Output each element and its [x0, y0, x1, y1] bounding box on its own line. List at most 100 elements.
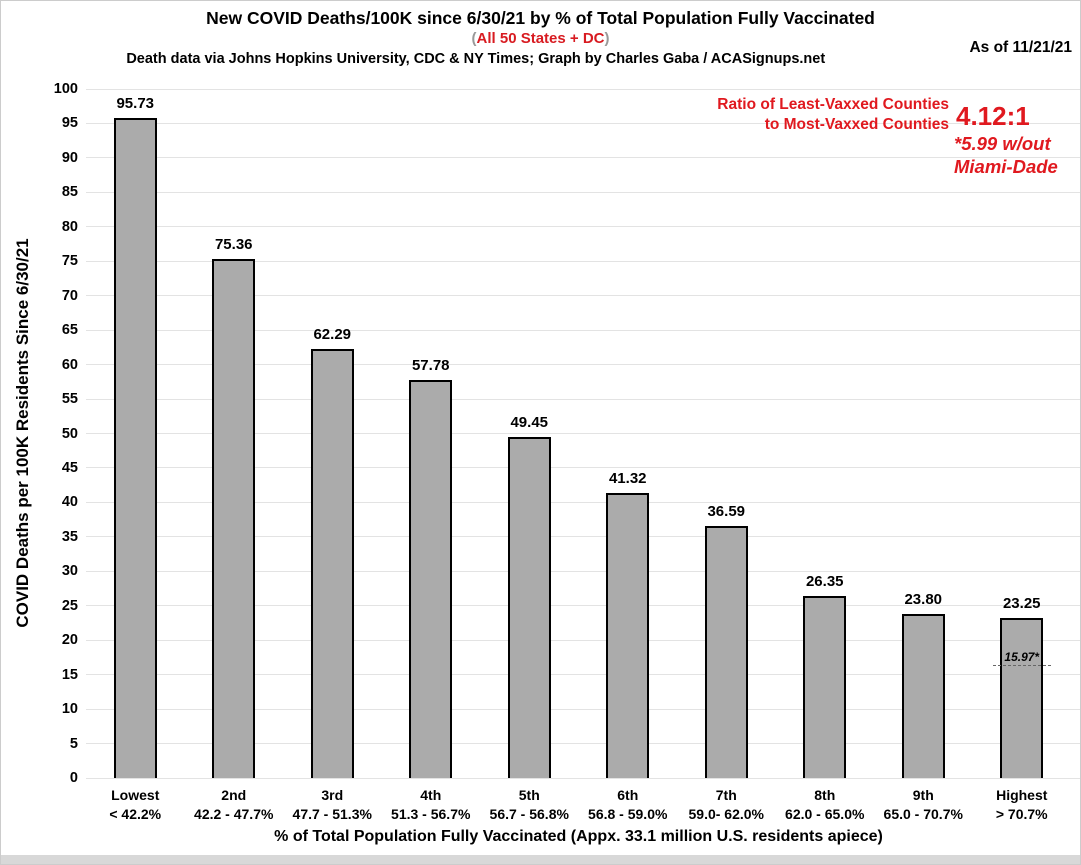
- page-subtitle: (All 50 States + DC): [1, 30, 1080, 47]
- bar-value-label: 36.59: [707, 502, 746, 520]
- x-category-name: Lowest: [111, 787, 160, 803]
- gridline: [86, 639, 1080, 641]
- x-category-name: 5th: [518, 787, 540, 803]
- y-axis-tick-label: 0: [69, 770, 78, 786]
- y-axis-tick-label: 75: [61, 253, 78, 270]
- x-category-name: 9th: [912, 787, 934, 803]
- bar-value-label: 62.29: [313, 325, 352, 343]
- inner-bar-annotation: 15.97*: [992, 650, 1051, 666]
- bar-lowest: [113, 118, 157, 778]
- y-axis-tick-label: 90: [61, 149, 78, 166]
- gridline: [86, 743, 1080, 745]
- x-category-range: 56.8 - 59.0%: [588, 806, 668, 822]
- y-axis-tick-label: 35: [61, 528, 78, 545]
- ratio-annotation-value: 4.12:1: [956, 101, 1030, 131]
- x-category-range: 62.0 - 65.0%: [785, 806, 865, 822]
- y-axis-tick-label: 50: [61, 425, 78, 442]
- x-category-label: 8th 62.0 - 65.0%: [776, 786, 875, 824]
- gridline: [86, 398, 1080, 400]
- gridline: [86, 433, 1080, 434]
- gridline: [86, 605, 1080, 607]
- bar-5th: [507, 437, 551, 778]
- bar-3rd: [310, 348, 354, 778]
- gridline: [86, 536, 1080, 538]
- y-axis-tick-label: 60: [61, 356, 78, 373]
- x-category-label: 9th 65.0 - 70.7%: [874, 786, 973, 824]
- x-category-range: 59.0- 62.0%: [688, 806, 765, 822]
- bar-6th: [606, 493, 650, 778]
- ratio-annotation-note-line2: Miami-Dade: [954, 155, 1058, 177]
- x-category-label: Lowest < 42.2%: [86, 786, 185, 824]
- y-axis-tick-label: 85: [61, 184, 78, 201]
- y-axis-tick-label: 95: [61, 115, 78, 132]
- bar-highest: [1000, 617, 1044, 778]
- window-bottom-strip: [1, 855, 1080, 864]
- ratio-annotation-label-line2: to Most-Vaxxed Counties: [764, 115, 949, 133]
- x-category-range: < 42.2%: [109, 806, 162, 822]
- bar-2nd: [212, 258, 256, 778]
- x-category-range: 56.7 - 56.8%: [489, 806, 569, 822]
- x-category-label: 3rd 47.7 - 51.3%: [283, 786, 382, 824]
- y-axis-tick-label: 25: [61, 597, 78, 614]
- gridline: [86, 708, 1080, 710]
- y-axis-tick-label: 65: [61, 322, 78, 339]
- ratio-annotation-note: *5.99 w/out Miami-Dade: [954, 133, 1058, 178]
- as-of-date: As of 11/21/21: [969, 39, 1072, 56]
- bar-7th: [704, 525, 748, 778]
- x-category-range: 65.0 - 70.7%: [883, 806, 963, 822]
- gridline: [86, 674, 1080, 676]
- bar-value-label: 41.32: [608, 470, 647, 488]
- y-axis-tick-label: 30: [61, 563, 78, 580]
- subtitle-close-paren: ): [604, 30, 610, 47]
- subtitle-open-paren: (: [471, 30, 477, 47]
- x-category-range: 51.3 - 56.7%: [391, 806, 471, 822]
- x-category-name: 4th: [420, 787, 442, 803]
- x-category-name: 7th: [715, 787, 737, 803]
- gridline: [86, 157, 1080, 159]
- bar-value-label: 49.45: [510, 414, 549, 432]
- bar-4th: [409, 379, 453, 778]
- credit-line: Death data via Johns Hopkins University,…: [126, 51, 826, 67]
- bar-value-label: 26.35: [805, 573, 844, 591]
- ratio-annotation-note-line1: *5.99 w/out: [954, 133, 1051, 154]
- gridline: [86, 364, 1080, 366]
- gridline: [86, 295, 1080, 297]
- gridline: [86, 260, 1080, 262]
- x-category-range: > 70.7%: [995, 806, 1048, 822]
- y-axis-tick-label: 100: [53, 81, 78, 97]
- bar-value-label: 75.36: [214, 235, 253, 253]
- gridline: [86, 191, 1080, 193]
- y-axis-tick-label: 15: [61, 666, 78, 683]
- x-category-range: 47.7 - 51.3%: [292, 806, 372, 822]
- x-category-name: Highest: [996, 787, 1048, 803]
- x-category-range: 42.2 - 47.7%: [194, 806, 274, 822]
- x-category-name: 2nd: [221, 787, 247, 803]
- x-category-label: 7th 59.0- 62.0%: [677, 786, 776, 824]
- page-title: New COVID Deaths/100K since 6/30/21 by %…: [206, 8, 875, 28]
- bar-value-label: 95.73: [116, 95, 155, 113]
- x-category-label: 6th 56.8 - 59.0%: [579, 786, 678, 824]
- gridline: [86, 88, 1080, 90]
- y-axis-tick-label: 55: [61, 391, 78, 408]
- y-axis-tick-label: 80: [61, 218, 78, 235]
- bar-value-label: 57.78: [411, 356, 450, 374]
- y-axis-title: COVID Deaths per 100K Residents Since 6/…: [13, 238, 32, 628]
- gridline: [86, 122, 1080, 124]
- gridline: [86, 226, 1080, 228]
- bar-9th: [901, 614, 945, 778]
- y-axis-tick-label: 10: [61, 701, 78, 718]
- subtitle-text: All 50 States + DC: [476, 30, 605, 47]
- x-category-name: 3rd: [321, 787, 344, 803]
- x-category-label: 2nd 42.2 - 47.7%: [185, 786, 284, 824]
- gridline: [86, 329, 1080, 331]
- x-category-label: 4th 51.3 - 56.7%: [382, 786, 481, 824]
- x-axis-title: % of Total Population Fully Vaccinated (…: [274, 828, 883, 845]
- x-category-label: Highest > 70.7%: [973, 786, 1072, 824]
- bar-value-label: 23.80: [904, 591, 943, 609]
- x-category-name: 6th: [617, 787, 639, 803]
- y-axis-tick-label: 70: [61, 287, 78, 304]
- ratio-annotation-label: Ratio of Least-Vaxxed Counties to Most-V…: [717, 95, 949, 134]
- y-axis-tick-label: 40: [61, 494, 78, 511]
- gridline: [86, 501, 1080, 503]
